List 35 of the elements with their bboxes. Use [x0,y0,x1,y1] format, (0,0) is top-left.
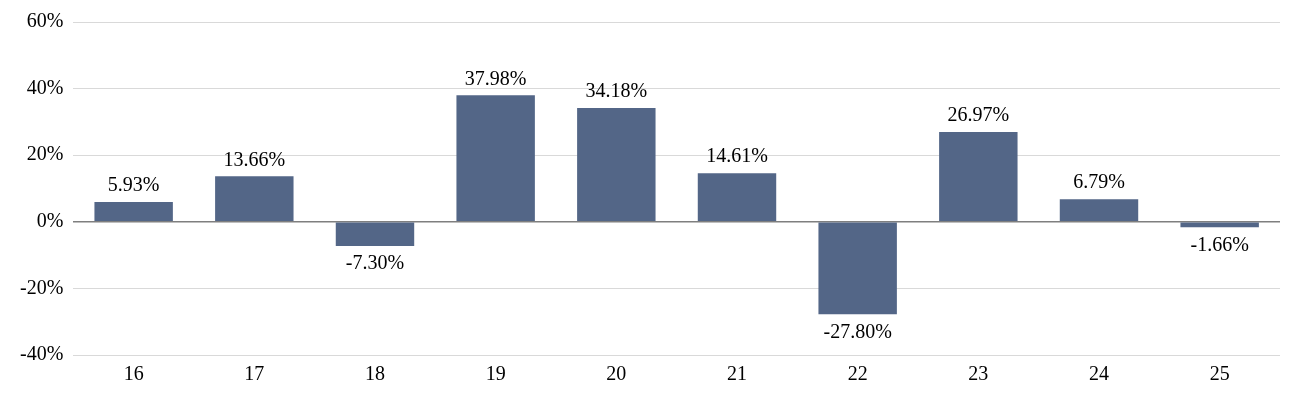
y-tick-label: -40% [19,342,64,365]
data-label: 37.98% [464,66,527,89]
data-label: -1.66% [1190,232,1249,255]
x-tick-label: 18 [364,362,385,385]
y-tick-label: 40% [26,75,64,98]
data-label: 34.18% [585,79,648,102]
bar [939,131,1018,222]
x-tick-label: 22 [847,362,868,385]
y-tick-label: 60% [26,9,64,32]
x-tick-label: 23 [968,362,989,385]
bar [577,107,656,222]
data-label: 13.66% [223,147,286,170]
bar [94,202,173,222]
bar [818,222,897,315]
bar [1059,199,1139,222]
bar [215,176,294,222]
data-label: -7.30% [345,251,405,274]
data-label: 14.61% [706,144,768,167]
bar [335,222,415,247]
y-tick-label: 0% [36,209,64,232]
x-tick-label: 24 [1089,362,1109,385]
bar [456,95,535,222]
data-label: 5.93% [107,173,160,196]
data-label: 6.79% [1073,170,1125,193]
y-tick-label: 20% [26,142,64,165]
x-tick-label: 21 [726,362,747,385]
bar [697,173,777,222]
x-tick-label: 17 [244,362,265,385]
x-tick-label: 19 [485,362,506,385]
y-tick-label: -20% [19,275,64,298]
x-tick-label: 20 [606,362,627,385]
data-label: 26.97% [947,103,1010,126]
x-tick-label: 16 [123,362,144,385]
x-tick-label: 25 [1209,362,1230,385]
data-label: -27.80% [823,319,892,342]
